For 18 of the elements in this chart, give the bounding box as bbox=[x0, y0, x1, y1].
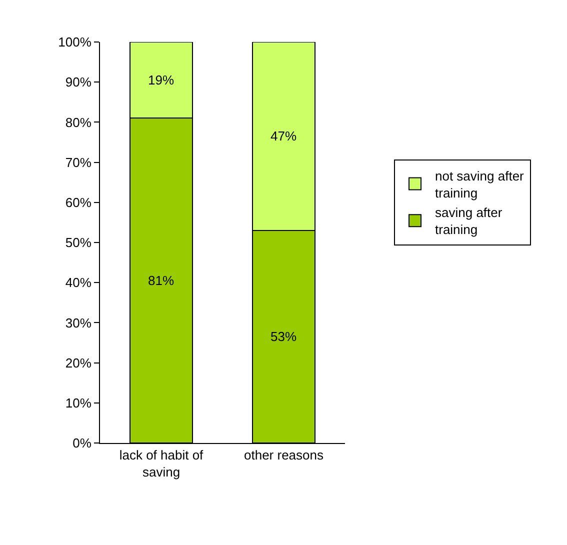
x-tick-label: other reasons bbox=[244, 448, 324, 463]
y-tick-label: 50% bbox=[65, 235, 92, 250]
y-tick-label: 80% bbox=[65, 114, 92, 130]
y-tick-label: 60% bbox=[65, 194, 92, 210]
y-tick-label: 30% bbox=[65, 315, 92, 330]
data-label: 47% bbox=[270, 128, 297, 144]
y-tick-label: 40% bbox=[65, 275, 92, 290]
legend-label: saving after training bbox=[435, 205, 503, 238]
data-label: 81% bbox=[148, 273, 174, 288]
data-label: 53% bbox=[270, 329, 297, 344]
y-tick-label: 70% bbox=[65, 154, 92, 170]
x-tick-label: lack of habit of saving bbox=[119, 448, 204, 480]
y-tick-label: 90% bbox=[65, 74, 92, 90]
y-tick-label: 100% bbox=[58, 34, 92, 50]
y-tick-label: 0% bbox=[72, 436, 92, 451]
y-tick-label: 20% bbox=[65, 355, 92, 370]
data-label: 19% bbox=[148, 72, 174, 88]
y-tick-label: 10% bbox=[65, 395, 92, 410]
